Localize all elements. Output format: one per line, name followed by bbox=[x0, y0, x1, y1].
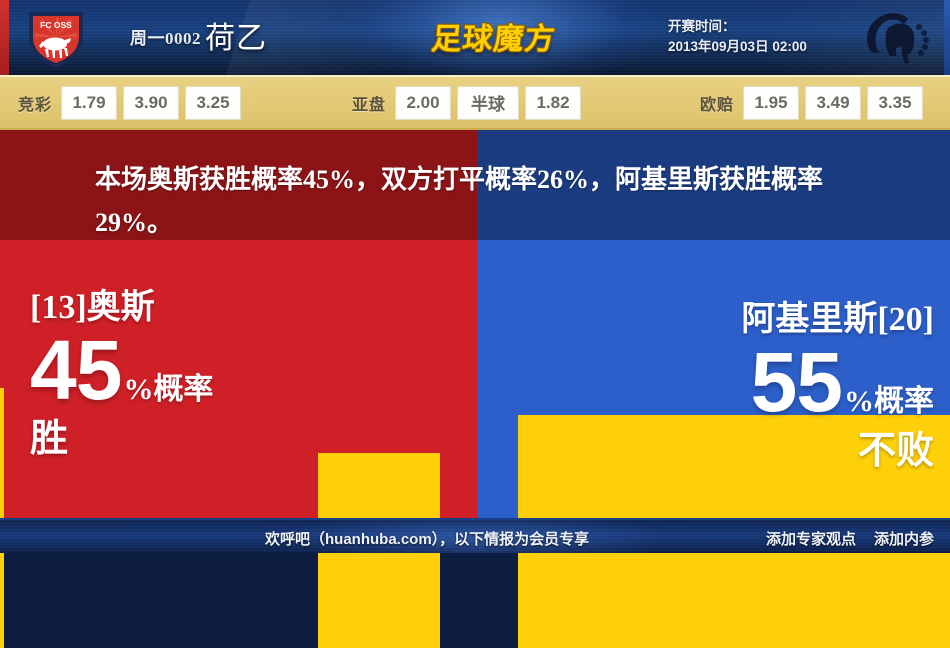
home-probability-unit: %概率 bbox=[123, 373, 214, 406]
odds-group-label: 亚盘 bbox=[352, 96, 387, 114]
odds-group-label: 竞彩 bbox=[18, 96, 53, 114]
odds-cell[interactable]: 1.82 bbox=[525, 85, 582, 120]
brand-logo[interactable]: 足球魔方 bbox=[430, 14, 557, 58]
odds-group-label: 欧赔 bbox=[700, 96, 735, 114]
away-probability-unit: %概率 bbox=[844, 385, 934, 418]
footer-note: 欢呼吧（huanhuba.com），以下情报为会员专享 bbox=[265, 531, 590, 548]
summary-band-home bbox=[0, 130, 477, 240]
kickoff-time: 2013年09月03日 02:00 bbox=[668, 39, 807, 54]
crest-text: FC OSS bbox=[40, 20, 72, 30]
odds-group-jingcai: 竞彩 1.79 3.90 3.25 bbox=[18, 77, 247, 128]
odds-cell[interactable]: 3.25 bbox=[185, 85, 242, 120]
add-insider-info-link[interactable]: 添加内参 bbox=[873, 531, 934, 548]
home-probability-row: 45 %概率 bbox=[30, 323, 310, 417]
league-name: 荷乙 bbox=[205, 22, 267, 55]
brand-logo-text: 足球魔方 bbox=[429, 23, 558, 56]
odds-cell-handicap[interactable]: 半球 bbox=[457, 85, 520, 120]
shield-crest-icon: FC OSS bbox=[25, 7, 87, 68]
home-probability-value: 45 bbox=[30, 323, 122, 417]
away-probability-value: 55 bbox=[750, 335, 843, 429]
summary-band-away bbox=[477, 130, 950, 240]
match-number: 周一0002 bbox=[130, 29, 201, 48]
home-team-block: [13]奥斯 45 %概率 胜 bbox=[30, 288, 310, 460]
odds-group-yapan: 亚盘 2.00 半球 1.82 bbox=[352, 77, 587, 128]
footer-links: 添加专家观点 添加内参 bbox=[766, 528, 934, 549]
home-outcome-label: 胜 bbox=[30, 418, 69, 460]
away-team-name: 阿基里斯[20] bbox=[741, 301, 934, 338]
summary-band bbox=[0, 130, 950, 240]
summary-text: 本场奥斯获胜概率45%，双方打平概率26%，阿基里斯获胜概率29%。 bbox=[95, 165, 824, 237]
odds-cell[interactable]: 3.49 bbox=[805, 85, 862, 120]
odds-group-oupei: 欧赔 1.95 3.49 3.35 bbox=[700, 77, 929, 128]
kickoff-label: 开赛时间： bbox=[668, 19, 736, 34]
footer-bar: 欢呼吧（huanhuba.com），以下情报为会员专享 添加专家观点 添加内参 bbox=[0, 518, 950, 553]
odds-cell[interactable]: 3.90 bbox=[123, 85, 180, 120]
home-team-name: [13]奥斯 bbox=[30, 289, 155, 326]
odds-cell[interactable]: 2.00 bbox=[395, 85, 452, 120]
spartan-helmet-icon bbox=[858, 6, 938, 70]
kickoff-info: 开赛时间： 2013年09月03日 02:00 bbox=[668, 17, 807, 57]
away-outcome-label: 不败 bbox=[857, 430, 934, 472]
odds-cell[interactable]: 3.35 bbox=[867, 85, 924, 120]
header-left-accent-stripe bbox=[0, 0, 9, 75]
header-bar: FC OSS 周一0002 荷乙 足球魔方 开赛时间： 2013年09月03日 … bbox=[0, 0, 950, 75]
away-probability-row: 55 %概率 bbox=[614, 335, 934, 429]
odds-cell[interactable]: 1.79 bbox=[61, 85, 118, 120]
add-expert-opinion-link[interactable]: 添加专家观点 bbox=[765, 531, 856, 548]
away-team-block: 阿基里斯[20] 55 %概率 不败 bbox=[614, 300, 934, 472]
odds-cell[interactable]: 1.95 bbox=[743, 85, 800, 120]
odds-bar: 竞彩 1.79 3.90 3.25 亚盘 2.00 半球 1.82 欧赔 1.9… bbox=[0, 75, 950, 130]
header-right-accent-stripe bbox=[944, 0, 950, 75]
